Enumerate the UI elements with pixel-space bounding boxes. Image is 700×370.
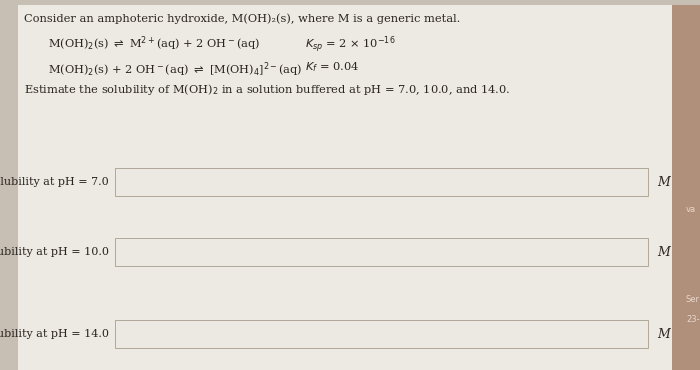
Text: 23-0: 23-0 [686, 315, 700, 324]
Text: M: M [657, 175, 670, 188]
Text: $K_{sp}$ = 2 $\times$ 10$^{-16}$: $K_{sp}$ = 2 $\times$ 10$^{-16}$ [305, 34, 395, 55]
Text: M(OH)$_2$(s) $\rightleftharpoons$ M$^{2+}$(aq) + 2 OH$^-$(aq): M(OH)$_2$(s) $\rightleftharpoons$ M$^{2+… [48, 34, 260, 53]
Text: Ser: Ser [686, 295, 700, 304]
Text: Consider an amphoteric hydroxide, M(OH)₂(s), where M is a generic metal.: Consider an amphoteric hydroxide, M(OH)₂… [24, 13, 461, 24]
Text: M: M [657, 246, 670, 259]
Text: solubility at pH = 10.0: solubility at pH = 10.0 [0, 247, 109, 257]
FancyBboxPatch shape [672, 5, 700, 370]
FancyBboxPatch shape [115, 168, 648, 196]
Text: Estimate the solubility of M(OH)$_2$ in a solution buffered at pH = 7.0, 10.0, a: Estimate the solubility of M(OH)$_2$ in … [24, 82, 510, 97]
FancyBboxPatch shape [18, 5, 672, 370]
Text: solubility at pH = 7.0: solubility at pH = 7.0 [0, 177, 109, 187]
Text: solubility at pH = 14.0: solubility at pH = 14.0 [0, 329, 109, 339]
Text: va: va [686, 205, 696, 214]
Text: M(OH)$_2$(s) + 2 OH$^-$(aq) $\rightleftharpoons$ [M(OH)$_4$]$^{2-}$(aq): M(OH)$_2$(s) + 2 OH$^-$(aq) $\rightlefth… [48, 60, 302, 78]
FancyBboxPatch shape [115, 238, 648, 266]
Text: M: M [657, 327, 670, 340]
FancyBboxPatch shape [115, 320, 648, 348]
Text: $K_f$ = 0.04: $K_f$ = 0.04 [305, 60, 359, 74]
